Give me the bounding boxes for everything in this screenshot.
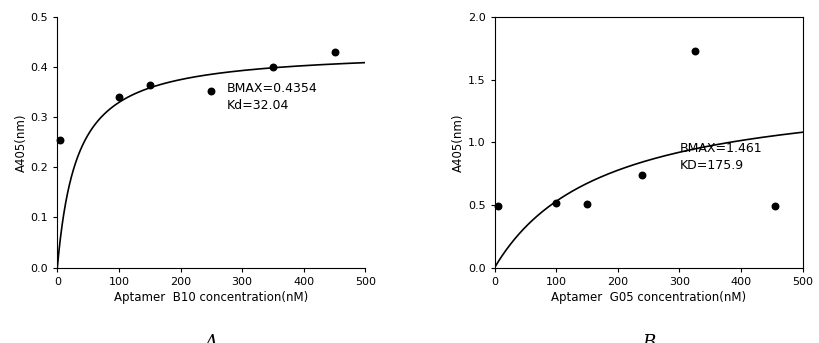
Text: BMAX=0.4354: BMAX=0.4354 <box>227 82 318 95</box>
Point <box>688 48 701 54</box>
Point <box>328 49 341 55</box>
Text: BMAX=1.461: BMAX=1.461 <box>680 142 762 155</box>
Point <box>636 172 649 178</box>
Point <box>491 203 505 209</box>
Text: B: B <box>642 334 655 343</box>
Point <box>54 137 67 143</box>
X-axis label: Aptamer  G05 concentration(nM): Aptamer G05 concentration(nM) <box>551 291 746 304</box>
Y-axis label: A405(nm): A405(nm) <box>452 113 465 172</box>
Text: KD=175.9: KD=175.9 <box>680 159 744 173</box>
Point <box>205 88 218 94</box>
Point <box>550 200 563 206</box>
Text: Kd=32.04: Kd=32.04 <box>227 99 289 112</box>
Point <box>581 202 594 207</box>
Point <box>143 82 156 87</box>
Point <box>112 95 125 100</box>
X-axis label: Aptamer  B10 concentration(nM): Aptamer B10 concentration(nM) <box>114 291 309 304</box>
Text: A: A <box>205 334 218 343</box>
Point <box>266 64 279 70</box>
Point <box>768 203 781 208</box>
Y-axis label: A405(nm): A405(nm) <box>15 113 28 172</box>
